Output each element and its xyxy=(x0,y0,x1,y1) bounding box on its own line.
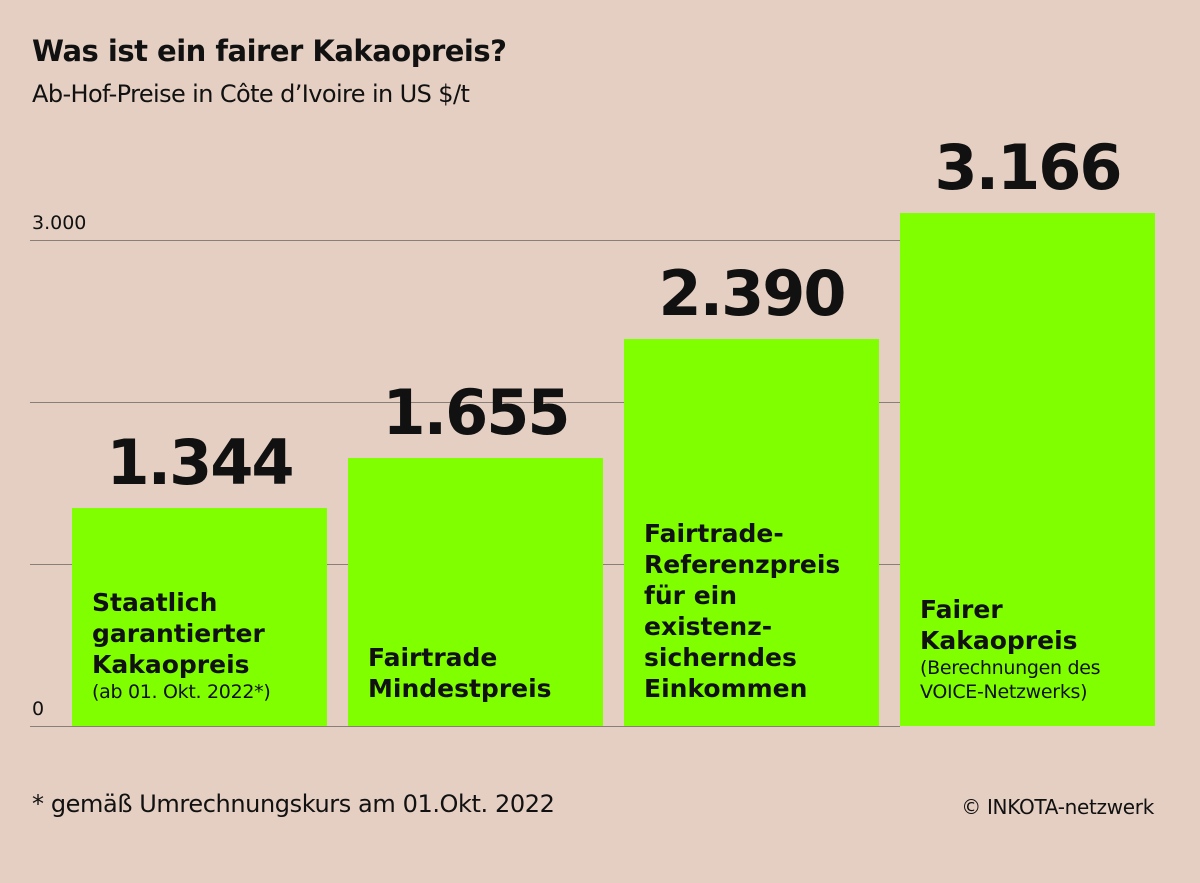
bar-label: Fairtrade Mindestpreis xyxy=(368,642,597,704)
footnote: * gemäß Umrechnungskurs am 01.Okt. 2022 xyxy=(32,790,555,818)
chart-title: Was ist ein fairer Kakaopreis? xyxy=(32,34,507,68)
chart-subtitle: Ab-Hof-Preise in Côte d’Ivoire in US $/t xyxy=(32,80,470,108)
bar-label: Staatlich garantierter Kakaopreis (ab 01.… xyxy=(92,587,321,704)
bar: Fairtrade-Referenzpreis für ein existenz… xyxy=(624,339,879,726)
value-label: 3.166 xyxy=(934,131,1122,204)
copyright: © INKOTA-netzwerk xyxy=(961,795,1154,819)
value-label: 1.344 xyxy=(106,426,294,499)
bar-label-note: (ab 01. Okt. 2022*) xyxy=(92,681,271,703)
y-tick-label: 3.000 xyxy=(32,212,87,234)
bar-label: Fairer Kakaopreis (Berechnungen des VOICE… xyxy=(920,594,1149,704)
bar-label-main: Fairtrade Mindestpreis xyxy=(368,643,552,703)
bar-label-note: (Berechnungen des VOICE-Netzwerks) xyxy=(920,657,1101,703)
value-label: 2.390 xyxy=(658,257,846,330)
bar-label-main: Fairer Kakaopreis xyxy=(920,595,1078,655)
bar: Staatlich garantierter Kakaopreis (ab 01.… xyxy=(72,508,327,726)
bar: Fairer Kakaopreis (Berechnungen des VOICE… xyxy=(900,213,1155,726)
gridline xyxy=(30,240,900,241)
bar-label: Fairtrade-Referenzpreis für ein existenz… xyxy=(644,518,873,704)
bar-label-main: Staatlich garantierter Kakaopreis xyxy=(92,588,265,679)
y-tick-label: 0 xyxy=(32,698,45,720)
bar: Fairtrade Mindestpreis xyxy=(348,458,603,726)
bar-label-main: Fairtrade-Referenzpreis für ein existenz… xyxy=(644,519,841,703)
value-label: 1.655 xyxy=(382,376,570,449)
gridline xyxy=(30,402,900,403)
gridline xyxy=(30,726,900,727)
